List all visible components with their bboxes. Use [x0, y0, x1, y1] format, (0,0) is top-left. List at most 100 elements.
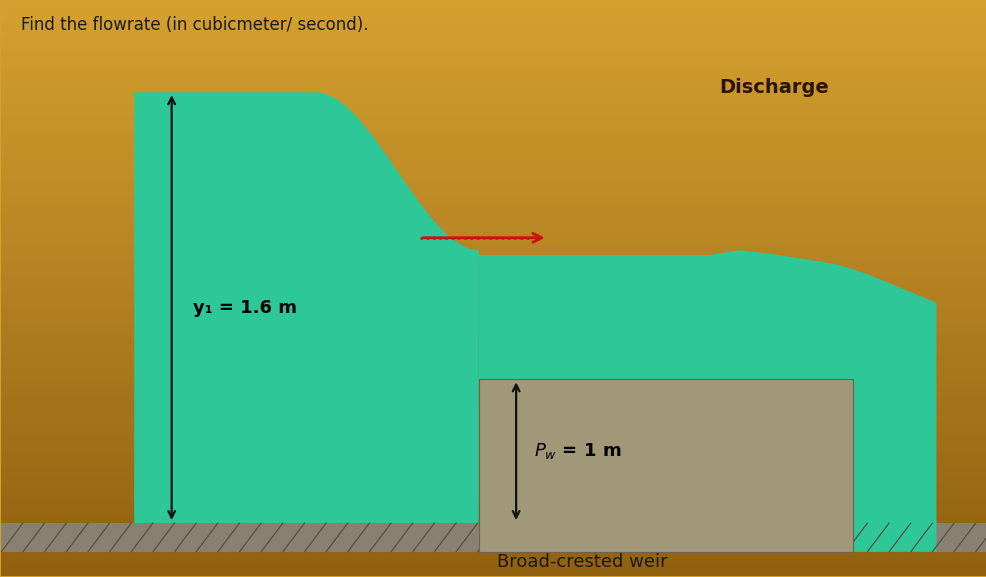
Bar: [1, 185, 985, 191]
Bar: [1, 455, 985, 461]
Bar: [1, 76, 985, 82]
Bar: [1, 570, 985, 576]
Bar: [1, 294, 985, 300]
Bar: [1, 254, 985, 260]
Bar: [1, 47, 985, 53]
Bar: [1, 306, 985, 312]
Bar: [1, 42, 985, 47]
Bar: [1, 415, 985, 421]
Bar: [1, 357, 985, 363]
Bar: [1, 386, 985, 392]
Bar: [1, 139, 985, 145]
Bar: [1, 501, 985, 507]
Bar: [1, 444, 985, 449]
Bar: [1, 191, 985, 197]
Bar: [1, 53, 985, 59]
Bar: [1, 340, 985, 346]
Bar: [1, 351, 985, 357]
Bar: [1, 179, 985, 185]
Bar: [1, 564, 985, 570]
Bar: [1, 18, 985, 24]
Bar: [1, 13, 985, 18]
Bar: [1, 547, 985, 553]
Bar: [1, 242, 985, 248]
Bar: [1, 369, 985, 374]
Bar: [1, 30, 985, 36]
Bar: [1, 374, 985, 380]
Bar: [1, 36, 985, 42]
Bar: [1, 260, 985, 265]
Bar: [1, 283, 985, 288]
Bar: [1, 432, 985, 438]
Bar: [1, 461, 985, 467]
Bar: [1, 312, 985, 317]
Bar: [1, 346, 985, 351]
Bar: [1, 214, 985, 220]
Bar: [1, 203, 985, 208]
Bar: [1, 271, 985, 277]
Bar: [1, 133, 985, 139]
Bar: [1, 409, 985, 415]
Bar: [1, 208, 985, 214]
Text: Find the flowrate (in cubicmeter/ second).: Find the flowrate (in cubicmeter/ second…: [21, 16, 368, 33]
Bar: [1, 168, 985, 174]
Bar: [1, 226, 985, 231]
Bar: [1, 484, 985, 489]
Bar: [1, 380, 985, 386]
Bar: [1, 317, 985, 323]
Bar: [1, 197, 985, 203]
Bar: [1, 472, 985, 478]
Text: $P_w$ = 1 m: $P_w$ = 1 m: [533, 441, 620, 461]
Bar: [1, 300, 985, 306]
Bar: [1, 524, 985, 530]
Bar: [1, 398, 985, 403]
Bar: [1, 512, 985, 518]
Bar: [1, 156, 985, 162]
Bar: [1, 70, 985, 76]
Bar: [1, 248, 985, 254]
Bar: [1, 128, 985, 133]
Bar: [1, 421, 985, 426]
Bar: [1, 541, 985, 547]
Bar: [1, 82, 985, 88]
Bar: [1, 507, 985, 512]
Bar: [1, 237, 985, 242]
Bar: [1, 1, 985, 7]
Bar: [1, 162, 985, 168]
Bar: [1, 553, 985, 559]
Bar: [1, 403, 985, 409]
Bar: [478, 380, 852, 552]
Bar: [1, 93, 985, 99]
Bar: [1, 116, 985, 122]
Bar: [1, 438, 985, 444]
Bar: [1, 88, 985, 93]
Bar: [1, 449, 985, 455]
Bar: [1, 110, 985, 116]
Bar: [1, 518, 985, 524]
Bar: [1, 530, 985, 535]
Bar: [1, 277, 985, 283]
Bar: [1, 363, 985, 369]
Bar: [1, 99, 985, 105]
Bar: [1, 323, 985, 329]
Bar: [1, 329, 985, 335]
Bar: [1, 523, 985, 552]
Bar: [1, 559, 985, 564]
Bar: [1, 231, 985, 237]
Bar: [1, 174, 985, 179]
Bar: [1, 220, 985, 226]
Bar: [1, 288, 985, 294]
Bar: [1, 467, 985, 472]
Bar: [1, 478, 985, 484]
Bar: [1, 24, 985, 30]
Text: Discharge: Discharge: [719, 78, 828, 97]
Bar: [1, 335, 985, 340]
Text: Broad-crested weir: Broad-crested weir: [496, 553, 667, 571]
Text: y₁ = 1.6 m: y₁ = 1.6 m: [193, 299, 297, 317]
Bar: [1, 489, 985, 495]
Bar: [1, 145, 985, 151]
Bar: [1, 105, 985, 110]
Bar: [1, 7, 985, 13]
Bar: [1, 65, 985, 70]
Bar: [1, 495, 985, 501]
